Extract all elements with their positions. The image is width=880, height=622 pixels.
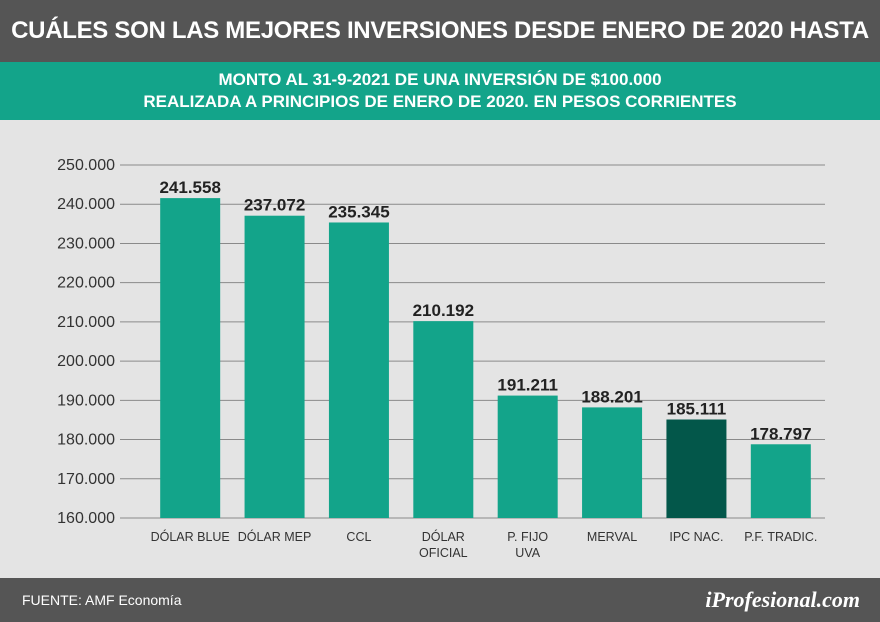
bar-value-label: 191.211	[497, 376, 558, 395]
x-tick-label: P.F. TRADIC.	[744, 530, 817, 544]
chart-area: 160.000 170.000 180.000 190.000 200.000 210.0…	[0, 120, 880, 578]
y-tick-label: 220.000	[57, 275, 115, 292]
x-tick-label: MERVAL	[587, 530, 637, 544]
bar-value-label: 185.111	[667, 400, 727, 419]
y-tick-label: 240.000	[57, 196, 115, 213]
y-tick-label: 190.000	[57, 392, 115, 409]
y-tick-label: 250.000	[57, 157, 115, 174]
x-tick-label: OFICIAL	[419, 546, 468, 560]
x-tick-label: P. FIJO	[507, 530, 548, 544]
y-tick-label: 200.000	[57, 353, 115, 370]
bar-value-label: 241.558	[159, 178, 220, 197]
y-tick-label: 210.000	[57, 314, 115, 331]
bar-chart: 160.000 170.000 180.000 190.000 200.000 210.0…	[57, 157, 825, 560]
source-note: FUENTE: AMF Economía	[22, 592, 182, 608]
bar	[413, 321, 474, 518]
bar-value-label: 178.797	[750, 424, 811, 443]
x-tick-label: DÓLAR MEP	[238, 529, 312, 544]
y-tick-label: 230.000	[57, 235, 115, 252]
bar	[750, 444, 811, 518]
bar-value-label: 237.072	[244, 196, 305, 215]
x-tick-label: DÓLAR BLUE	[151, 529, 230, 544]
bar	[582, 407, 643, 518]
bar	[244, 215, 305, 518]
bar	[328, 222, 389, 518]
footer: FUENTE: AMF Economía iProfesional.com	[0, 578, 880, 622]
x-tick-label: IPC NAC.	[669, 530, 723, 544]
y-tick-label: 180.000	[57, 432, 115, 449]
x-tick-label: DÓLAR	[422, 529, 465, 544]
bar-value-label: 235.345	[328, 202, 389, 221]
subtitle-line-1: MONTO AL 31-9-2021 DE UNA INVERSIÓN DE $…	[218, 70, 662, 89]
bar	[160, 198, 221, 518]
bar	[666, 419, 727, 518]
bar	[497, 395, 558, 518]
y-tick-label: 160.000	[57, 510, 115, 527]
x-tick-label: UVA	[515, 546, 540, 560]
page-title: CUÁLES SON LAS MEJORES INVERSIONES DESDE…	[0, 0, 880, 106]
chart-subtitle: MONTO AL 31-9-2021 DE UNA INVERSIÓN DE $…	[0, 62, 880, 120]
y-tick-label: 170.000	[57, 471, 115, 488]
bar-value-label: 188.201	[581, 387, 642, 406]
x-tick-label: CCL	[346, 530, 371, 544]
bar-value-label: 210.192	[413, 301, 474, 320]
brand-logo: iProfesional.com	[705, 587, 860, 612]
subtitle-line-2: REALIZADA A PRINCIPIOS DE ENERO DE 2020.…	[143, 92, 737, 111]
